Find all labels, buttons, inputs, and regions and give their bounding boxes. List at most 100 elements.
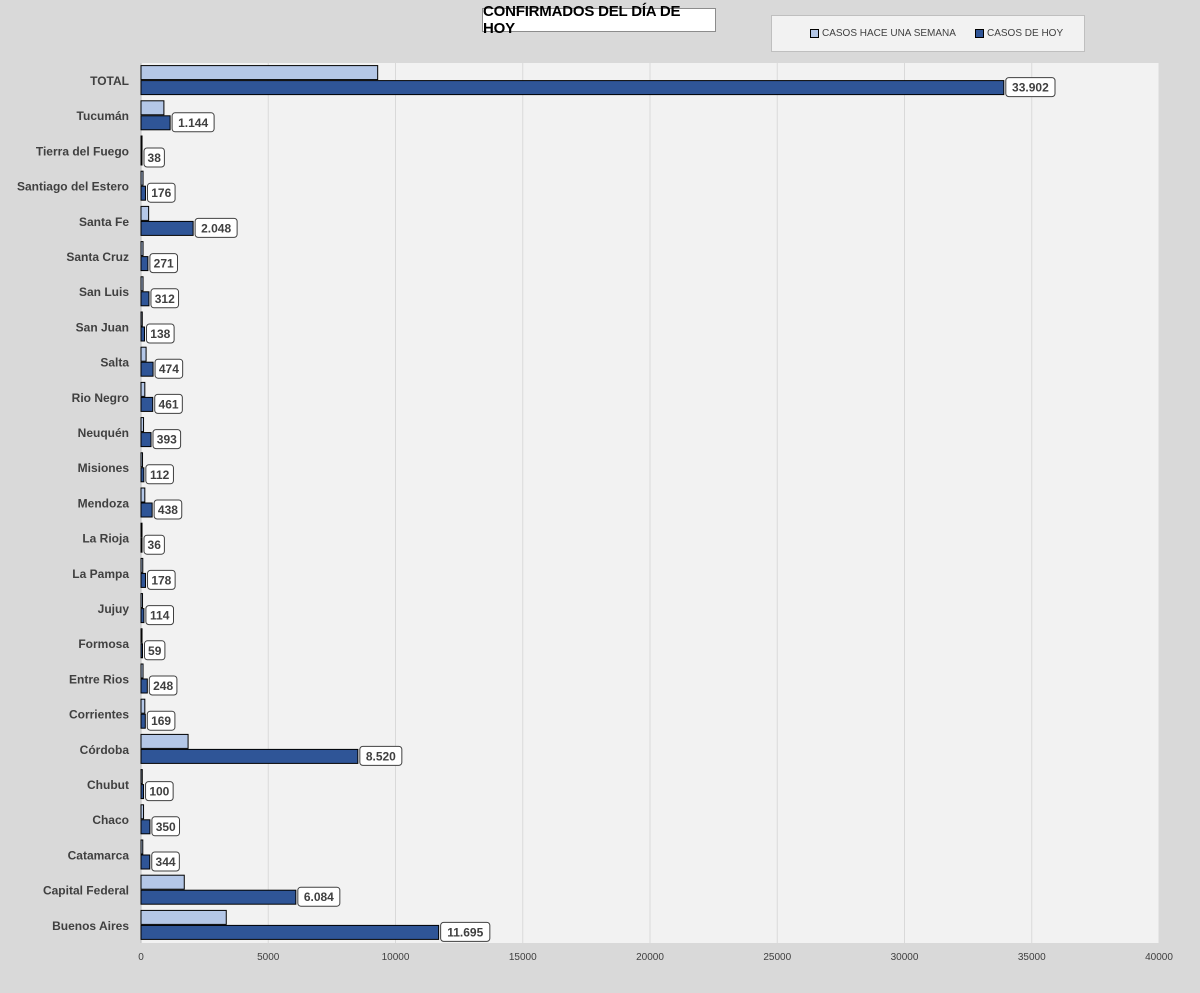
data-label: 248	[153, 679, 173, 693]
data-label: 112	[150, 468, 170, 482]
bar-today	[140, 256, 149, 272]
bar-today	[140, 185, 146, 201]
x-tick-label: 30000	[891, 952, 919, 963]
bar-last-week	[140, 874, 185, 890]
bar-today	[140, 291, 150, 307]
data-label: 6.084	[304, 890, 334, 904]
category-label: Corrientes	[69, 708, 129, 722]
bar-last-week	[140, 65, 379, 81]
category-label: Chubut	[87, 778, 129, 792]
bar-last-week	[140, 311, 143, 327]
data-label-box	[143, 534, 165, 555]
bar-today	[140, 432, 152, 448]
data-label-box	[154, 393, 183, 414]
bar-last-week	[140, 769, 143, 785]
data-label-box	[297, 886, 341, 907]
category-label: Neuquén	[78, 426, 129, 440]
category-label: La Rioja	[82, 532, 129, 546]
category-label: Santa Cruz	[66, 250, 129, 264]
x-tick-label: 25000	[763, 952, 791, 963]
data-label: 114	[150, 609, 170, 623]
bar-today	[140, 502, 153, 518]
data-label: 461	[159, 397, 179, 411]
legend-swatch-last-week	[810, 29, 819, 38]
bar-last-week	[140, 487, 146, 503]
data-label: 474	[159, 362, 179, 376]
x-tick-label: 10000	[382, 952, 410, 963]
bar-today	[140, 678, 148, 694]
data-label-box	[151, 851, 180, 872]
chart-title: CONFIRMADOS DEL DÍA DE HOY	[482, 3, 716, 37]
bar-last-week	[140, 804, 145, 820]
x-tick-label: 40000	[1145, 952, 1173, 963]
bar-today	[140, 819, 151, 835]
data-label-box	[150, 288, 180, 309]
data-label: 169	[151, 714, 171, 728]
data-label-box	[144, 640, 166, 661]
bar-last-week	[140, 381, 146, 397]
data-label: 100	[149, 785, 169, 799]
category-label: Salta	[100, 356, 129, 370]
bar-last-week	[140, 839, 144, 855]
category-label: La Pampa	[72, 567, 129, 581]
bar-today	[140, 713, 146, 729]
bar-today	[140, 643, 144, 659]
data-label-box	[146, 710, 176, 731]
bar-last-week	[140, 100, 165, 116]
data-label: 33.902	[1012, 81, 1049, 95]
bar-last-week	[140, 628, 143, 644]
x-tick-label: 0	[138, 952, 144, 963]
category-label: Tierra del Fuego	[36, 144, 129, 158]
category-label: Capital Federal	[43, 884, 129, 898]
category-label: Jujuy	[98, 602, 130, 616]
data-label: 59	[148, 644, 162, 658]
bar-today	[140, 854, 151, 870]
data-label-box	[145, 781, 174, 802]
bar-today	[140, 784, 145, 800]
bar-today	[140, 396, 154, 412]
legend: CASOS HACE UNA SEMANA CASOS DE HOY	[771, 15, 1085, 52]
category-label: San Juan	[76, 320, 129, 334]
category-label: Entre Rios	[69, 672, 129, 686]
legend-label-today: CASOS DE HOY	[987, 28, 1064, 39]
bar-today	[140, 80, 1005, 96]
bar-last-week	[140, 522, 143, 538]
category-label: Chaco	[92, 813, 129, 827]
bar-last-week	[140, 135, 143, 151]
legend-label-last-week: CASOS HACE UNA SEMANA	[822, 28, 956, 39]
data-label: 2.048	[201, 221, 231, 235]
bar-last-week	[140, 452, 144, 468]
data-label-box	[147, 569, 176, 590]
bar-today	[140, 150, 143, 166]
bar-last-week	[140, 557, 144, 573]
legend-item-today: CASOS DE HOY	[975, 28, 1063, 39]
data-label: 36	[148, 538, 162, 552]
data-label: 312	[155, 292, 175, 306]
category-label: Formosa	[78, 637, 129, 651]
data-label-box	[359, 745, 403, 766]
bar-last-week	[140, 276, 144, 292]
data-label: 11.695	[447, 925, 483, 939]
bar-last-week	[140, 733, 189, 749]
bar-last-week	[140, 663, 144, 679]
bar-today	[140, 889, 297, 905]
bar-today	[140, 572, 147, 588]
bar-today	[140, 326, 146, 342]
legend-swatch-today	[975, 29, 984, 38]
category-label: Misiones	[78, 461, 130, 475]
bar-today	[140, 608, 145, 624]
data-label-box	[148, 675, 178, 696]
category-label: Rio Negro	[72, 391, 129, 405]
category-label: Tucumán	[77, 109, 129, 123]
bar-today	[140, 361, 154, 377]
data-label: 344	[156, 855, 176, 869]
bar-today	[140, 220, 194, 236]
data-label-box	[151, 816, 181, 837]
bar-last-week	[140, 346, 147, 362]
data-label: 8.520	[366, 749, 396, 763]
data-label-box	[440, 921, 491, 942]
data-label-box	[149, 253, 178, 274]
bar-last-week	[140, 698, 146, 714]
category-label: TOTAL	[90, 74, 129, 88]
